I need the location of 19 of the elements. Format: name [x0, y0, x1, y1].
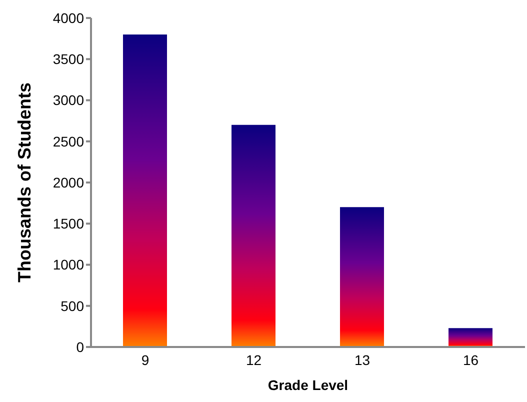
- bar: [448, 328, 492, 347]
- bar: [232, 124, 276, 347]
- x-tick-label: 16: [462, 352, 479, 368]
- x-tick-label: 12: [246, 352, 262, 368]
- bar: [340, 207, 384, 347]
- y-tick-label: 4000: [52, 10, 84, 26]
- y-tick-label: 1000: [52, 256, 84, 273]
- y-tick-label: 3000: [52, 92, 84, 108]
- bar: [123, 34, 167, 347]
- y-axis-title: Thousands of Students: [14, 82, 34, 282]
- x-tick-label: 13: [354, 352, 370, 368]
- y-tick-label: 500: [60, 298, 84, 314]
- y-tick-label: 3500: [52, 51, 84, 68]
- x-axis-title: Grade Level: [268, 377, 348, 393]
- y-tick-label: 1500: [52, 216, 84, 232]
- y-tick-label: 2500: [52, 133, 84, 150]
- x-tick-label: 9: [141, 352, 150, 368]
- y-tick-label: 2000: [52, 174, 84, 190]
- y-tick-label: 0: [76, 338, 84, 355]
